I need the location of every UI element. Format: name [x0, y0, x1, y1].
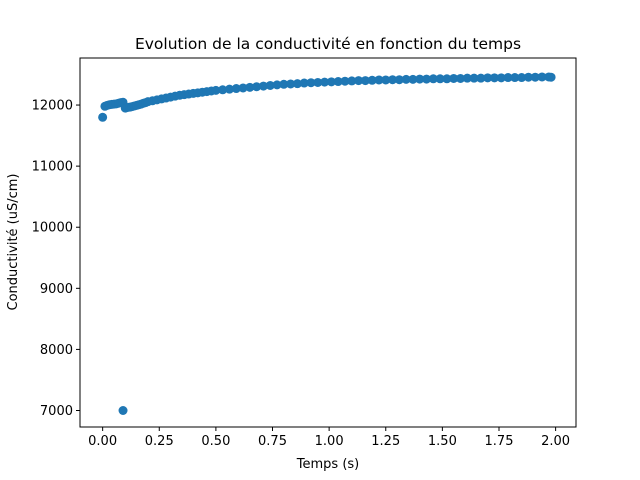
- data-point: [265, 80, 275, 90]
- data-point: [462, 73, 472, 83]
- data-point: [489, 73, 499, 83]
- data-point: [394, 75, 404, 85]
- data-point: [530, 72, 540, 82]
- data-point: [258, 81, 268, 91]
- x-axis-ticks: 0.00 0.25 0.50 0.75 1.00 1.25 1.50 1.75 2.00: [88, 427, 570, 449]
- data-point: [546, 72, 556, 82]
- y-tick-label: 10000: [32, 221, 73, 236]
- data-point: [118, 406, 128, 415]
- data-point: [415, 74, 425, 84]
- data-point: [503, 73, 513, 83]
- data-point: [347, 76, 357, 86]
- data-point: [537, 72, 547, 82]
- data-point: [401, 74, 411, 84]
- data-point: [326, 77, 336, 87]
- y-axis-ticks: 7000 8000 9000 10000 11000 12000: [32, 99, 80, 419]
- data-point: [435, 74, 445, 84]
- data-point: [279, 79, 289, 89]
- data-point: [374, 75, 384, 85]
- data-point: [523, 72, 533, 82]
- data-point: [367, 75, 377, 85]
- x-tick-label: 0.50: [201, 434, 230, 449]
- x-tick-label: 1.25: [371, 434, 400, 449]
- x-tick-label: 1.00: [315, 434, 344, 449]
- data-point: [496, 73, 506, 83]
- data-point: [510, 73, 520, 83]
- data-point: [476, 73, 486, 83]
- x-tick-label: 2.00: [541, 434, 570, 449]
- data-point: [333, 77, 343, 87]
- data-point: [381, 75, 391, 85]
- data-point: [360, 76, 370, 86]
- data-point: [449, 73, 459, 83]
- x-tick-label: 0.25: [145, 434, 174, 449]
- data-point: [211, 85, 221, 95]
- data-point: [224, 84, 234, 94]
- data-point: [422, 74, 432, 84]
- data-point: [231, 84, 241, 94]
- data-point: [299, 78, 309, 88]
- data-point: [442, 74, 452, 84]
- x-tick-label: 0.00: [88, 434, 117, 449]
- y-tick-label: 9000: [40, 282, 73, 297]
- data-point: [340, 76, 350, 86]
- x-tick-label: 0.75: [258, 434, 287, 449]
- data-point: [469, 73, 479, 83]
- data-point: [238, 83, 248, 93]
- y-tick-label: 11000: [32, 160, 73, 175]
- data-points: [98, 72, 556, 415]
- y-tick-label: 12000: [32, 99, 73, 114]
- data-point: [455, 73, 465, 83]
- data-point: [218, 85, 228, 95]
- data-point: [428, 74, 438, 84]
- x-tick-label: 1.50: [428, 434, 457, 449]
- x-tick-label: 1.75: [485, 434, 514, 449]
- chart-title: Evolution de la conductivité en fonction…: [135, 35, 521, 53]
- data-point: [483, 73, 493, 83]
- axes-frame: [79, 57, 577, 428]
- data-point: [252, 82, 262, 92]
- y-tick-label: 7000: [40, 404, 73, 419]
- x-axis-label: Temps (s): [296, 457, 359, 472]
- y-axis-label: Conductivité (uS/cm): [6, 174, 21, 311]
- data-point: [517, 73, 527, 83]
- data-point: [245, 82, 255, 92]
- data-point: [408, 74, 418, 84]
- data-point: [98, 112, 108, 122]
- data-point: [313, 77, 323, 87]
- data-point: [354, 76, 364, 86]
- data-point: [286, 79, 296, 89]
- data-point: [306, 78, 316, 88]
- data-point: [388, 75, 398, 85]
- data-point: [320, 77, 330, 87]
- data-point: [292, 79, 302, 89]
- y-tick-label: 8000: [40, 343, 73, 358]
- data-point: [272, 80, 282, 90]
